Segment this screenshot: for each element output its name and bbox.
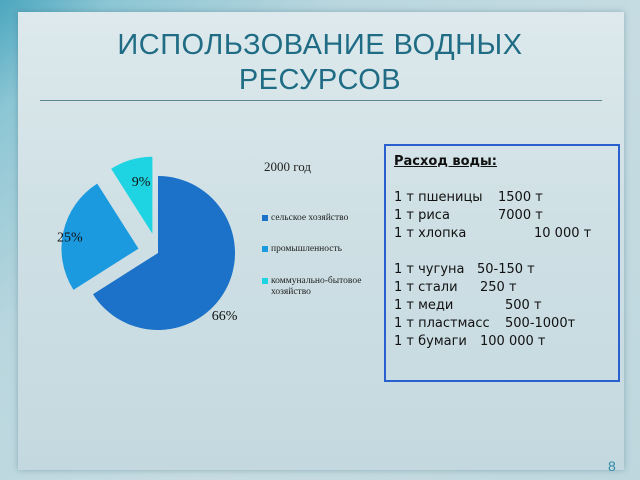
water-usage-value: 1500 т [498, 190, 543, 205]
water-usage-item: 1 т бумаги [394, 334, 467, 349]
legend-swatch [262, 215, 268, 221]
water-usage-value: 250 т [480, 280, 517, 295]
water-usage-value: 500 т [505, 298, 542, 313]
water-usage-value: 50-150 т [477, 262, 535, 277]
pie-value-label: 9% [132, 175, 151, 190]
title-divider [40, 100, 602, 101]
water-usage-value: 500-1000т [505, 316, 576, 331]
title-line-1: ИСПОЛЬЗОВАНИЕ ВОДНЫХ [117, 29, 523, 61]
legend-label: промышленность [271, 244, 342, 254]
water-usage-item: 1 т пшеницы [394, 190, 483, 205]
legend-label: коммунально-бытовое хозяйство [271, 276, 362, 297]
pie-value-label: 25% [57, 231, 83, 246]
pie-chart: 66% 25% 9% 2000 год сельское хозяйство про… [40, 148, 370, 358]
water-usage-item: 1 т меди [394, 298, 454, 313]
water-usage-box: Расход воды: 1 т пшеницы 1500 т 1 т риса… [384, 144, 620, 382]
water-usage-item: 1 т чугуна [394, 262, 465, 277]
chart-title: 2000 год [264, 159, 311, 174]
pie-value-label: 66% [212, 309, 238, 324]
water-usage-item: 1 т стали [394, 280, 458, 295]
pie-slice-agriculture [92, 176, 235, 330]
water-usage-heading: Расход воды: [394, 154, 497, 169]
legend-label: сельское хозяйство [271, 213, 349, 223]
legend-swatch [262, 278, 268, 284]
water-usage-value: 10 000 т [534, 226, 592, 241]
water-usage-item: 1 т пластмасс [394, 316, 490, 331]
pie-slice-municipal [111, 156, 153, 234]
water-usage-item: 1 т риса [394, 208, 450, 223]
pie-chart-svg: 66% 25% 9% [57, 156, 238, 330]
title-line-2: РЕСУРСОВ [238, 64, 402, 96]
page-number: 8 [608, 458, 616, 474]
water-usage-item: 1 т хлопка [394, 226, 467, 241]
water-usage-value: 7000 т [498, 208, 543, 223]
water-usage-value: 100 000 т [480, 334, 546, 349]
pie-slice-industry [61, 183, 139, 290]
legend-swatch [262, 246, 268, 252]
slide-title: ИСПОЛЬЗОВАНИЕ ВОДНЫХ РЕСУРСОВ [30, 28, 610, 98]
